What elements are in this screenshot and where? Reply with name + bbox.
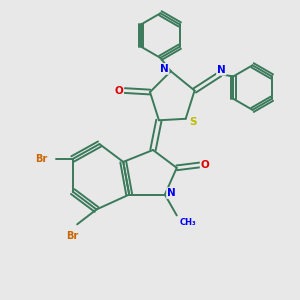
Text: S: S [189,117,197,127]
Text: N: N [167,188,176,198]
Text: CH₃: CH₃ [180,218,196,227]
Text: Br: Br [35,154,48,164]
Text: Br: Br [67,231,79,241]
Text: N: N [217,65,226,75]
Text: O: O [114,85,123,96]
Text: N: N [160,64,169,74]
Text: O: O [201,160,209,170]
